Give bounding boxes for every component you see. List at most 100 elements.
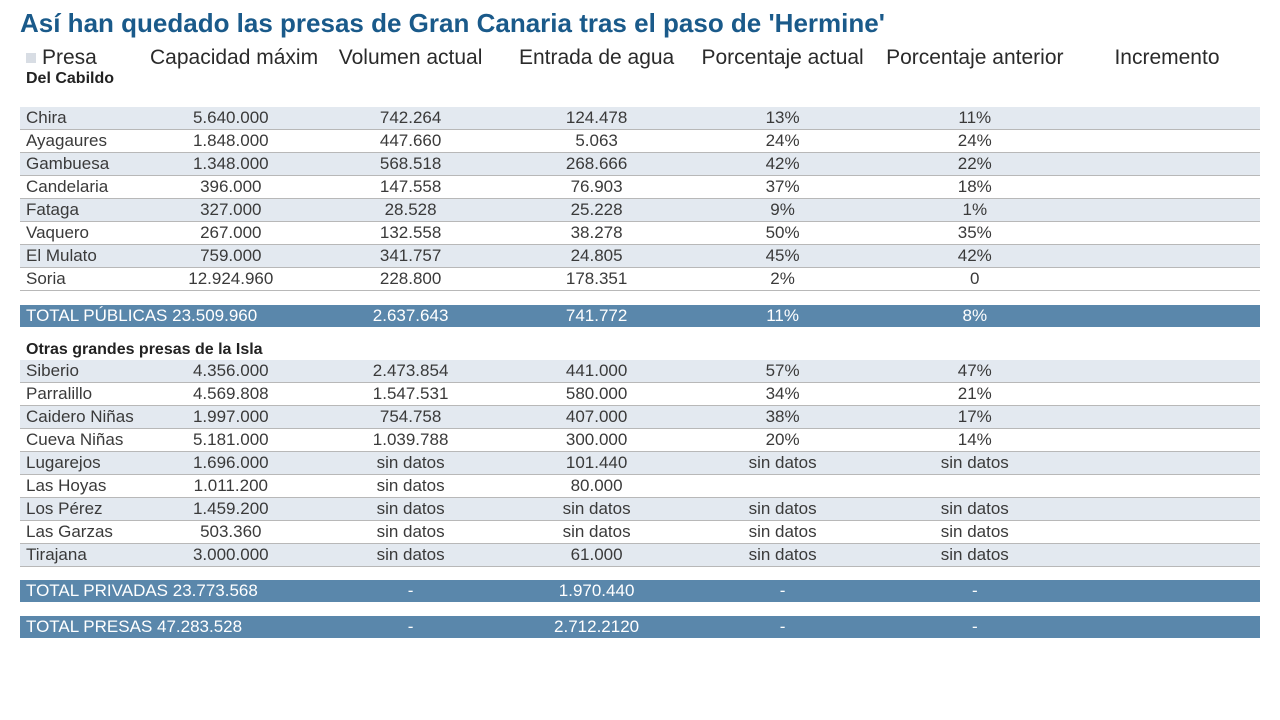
- header-row: Presa Capacidad máxima Volumen actual En…: [20, 45, 1260, 70]
- total-cell: -: [318, 616, 504, 638]
- col-pct-actual: Porcentaje actual: [690, 45, 876, 70]
- col-capacidad: Capacidad máxima: [144, 45, 318, 70]
- cell: 396.000: [144, 176, 318, 199]
- cell: sin datos: [318, 474, 504, 497]
- cell: 300.000: [504, 428, 690, 451]
- cell: [1074, 520, 1260, 543]
- cell: 1.848.000: [144, 130, 318, 153]
- cell: 1.039.788: [318, 428, 504, 451]
- cell: 441.000: [504, 360, 690, 383]
- cell: [1074, 176, 1260, 199]
- total-privadas: TOTAL PRIVADAS 23.773.568-1.970.440--: [20, 580, 1260, 602]
- cell: 1.547.531: [318, 382, 504, 405]
- cell: 5.181.000: [144, 428, 318, 451]
- table-row: Parralillo4.569.8081.547.531580.00034%21…: [20, 382, 1260, 405]
- table-row: Fataga327.00028.52825.2289%1%: [20, 199, 1260, 222]
- col-entrada: Entrada de agua: [504, 45, 690, 70]
- spacer-row: [20, 602, 1260, 616]
- total-cell: 2.712.2120: [504, 616, 690, 638]
- cell: [1074, 497, 1260, 520]
- cell: 4.356.000: [144, 360, 318, 383]
- cell: sin datos: [690, 520, 876, 543]
- cell: 24%: [690, 130, 876, 153]
- cell: [1074, 428, 1260, 451]
- cell: Cueva Niñas: [20, 428, 144, 451]
- cell: 2%: [690, 268, 876, 291]
- cell: 22%: [876, 153, 1074, 176]
- cell: 13%: [690, 107, 876, 130]
- cell: 178.351: [504, 268, 690, 291]
- spacer-row: [20, 89, 1260, 107]
- total-cell: 741.772: [504, 305, 690, 327]
- total-label: TOTAL PRESAS 47.283.528: [20, 616, 318, 638]
- cell: 759.000: [144, 245, 318, 268]
- table-row: Caidero Niñas1.997.000754.758407.00038%1…: [20, 405, 1260, 428]
- cell: 407.000: [504, 405, 690, 428]
- total-cell: -: [876, 580, 1074, 602]
- table-row: El Mulato759.000341.75724.80545%42%: [20, 245, 1260, 268]
- cell: Fataga: [20, 199, 144, 222]
- table-row: Los Pérez1.459.200sin datossin datossin …: [20, 497, 1260, 520]
- cell: 76.903: [504, 176, 690, 199]
- table-row: Las Hoyas1.011.200sin datos80.000: [20, 474, 1260, 497]
- cell: Caidero Niñas: [20, 405, 144, 428]
- cell: 447.660: [318, 130, 504, 153]
- spacer-row: [20, 566, 1260, 580]
- total-cell: 11%: [690, 305, 876, 327]
- total-publicas: TOTAL PÚBLICAS 23.509.9602.637.643741.77…: [20, 305, 1260, 327]
- cell: 47%: [876, 360, 1074, 383]
- cell: Tirajana: [20, 543, 144, 566]
- page-title: Así han quedado las presas de Gran Canar…: [20, 8, 1260, 39]
- cell: 580.000: [504, 382, 690, 405]
- cell: Gambuesa: [20, 153, 144, 176]
- cell: 742.264: [318, 107, 504, 130]
- cell: 57%: [690, 360, 876, 383]
- total-cell: -: [318, 580, 504, 602]
- cell: [1074, 268, 1260, 291]
- cell: Ayagaures: [20, 130, 144, 153]
- cell: 24.805: [504, 245, 690, 268]
- cell: sin datos: [318, 543, 504, 566]
- cell: 4.569.808: [144, 382, 318, 405]
- cell: El Mulato: [20, 245, 144, 268]
- total-label: TOTAL PÚBLICAS 23.509.960: [20, 305, 318, 327]
- cell: Las Hoyas: [20, 474, 144, 497]
- table-row: Gambuesa1.348.000568.518268.66642%22%: [20, 153, 1260, 176]
- cell: Vaquero: [20, 222, 144, 245]
- cell: 101.440: [504, 451, 690, 474]
- cell: Soria: [20, 268, 144, 291]
- cell: 80.000: [504, 474, 690, 497]
- cell: sin datos: [876, 497, 1074, 520]
- cell: 228.800: [318, 268, 504, 291]
- total-cell: 1.970.440: [504, 580, 690, 602]
- table-row: Cueva Niñas5.181.0001.039.788300.00020%1…: [20, 428, 1260, 451]
- cell: [1074, 245, 1260, 268]
- cell: 1.997.000: [144, 405, 318, 428]
- cell: 24%: [876, 130, 1074, 153]
- table-row: Soria12.924.960228.800178.3512%0: [20, 268, 1260, 291]
- col-pct-anterior: Porcentaje anterior: [876, 45, 1074, 70]
- total-cell: 8%: [876, 305, 1074, 327]
- table-row: Siberio4.356.0002.473.854441.00057%47%: [20, 360, 1260, 383]
- cell: [1074, 107, 1260, 130]
- table-row: Lugarejos1.696.000sin datos101.440sin da…: [20, 451, 1260, 474]
- total-cell: [1074, 305, 1260, 327]
- cell: 9%: [690, 199, 876, 222]
- col-volumen: Volumen actual: [318, 45, 504, 70]
- cell: sin datos: [504, 520, 690, 543]
- total-cell: [1074, 580, 1260, 602]
- cell: 5.063: [504, 130, 690, 153]
- cell: [1074, 360, 1260, 383]
- total-presas: TOTAL PRESAS 47.283.528-2.712.2120--: [20, 616, 1260, 638]
- total-cell: -: [876, 616, 1074, 638]
- table-row: Ayagaures1.848.000447.6605.06324%24%: [20, 130, 1260, 153]
- cell: 132.558: [318, 222, 504, 245]
- cell: 568.518: [318, 153, 504, 176]
- cell: 124.478: [504, 107, 690, 130]
- total-cell: -: [690, 580, 876, 602]
- cell: 37%: [690, 176, 876, 199]
- cell: 38.278: [504, 222, 690, 245]
- cell: [1074, 543, 1260, 566]
- cell: 11%: [876, 107, 1074, 130]
- cell: 2.473.854: [318, 360, 504, 383]
